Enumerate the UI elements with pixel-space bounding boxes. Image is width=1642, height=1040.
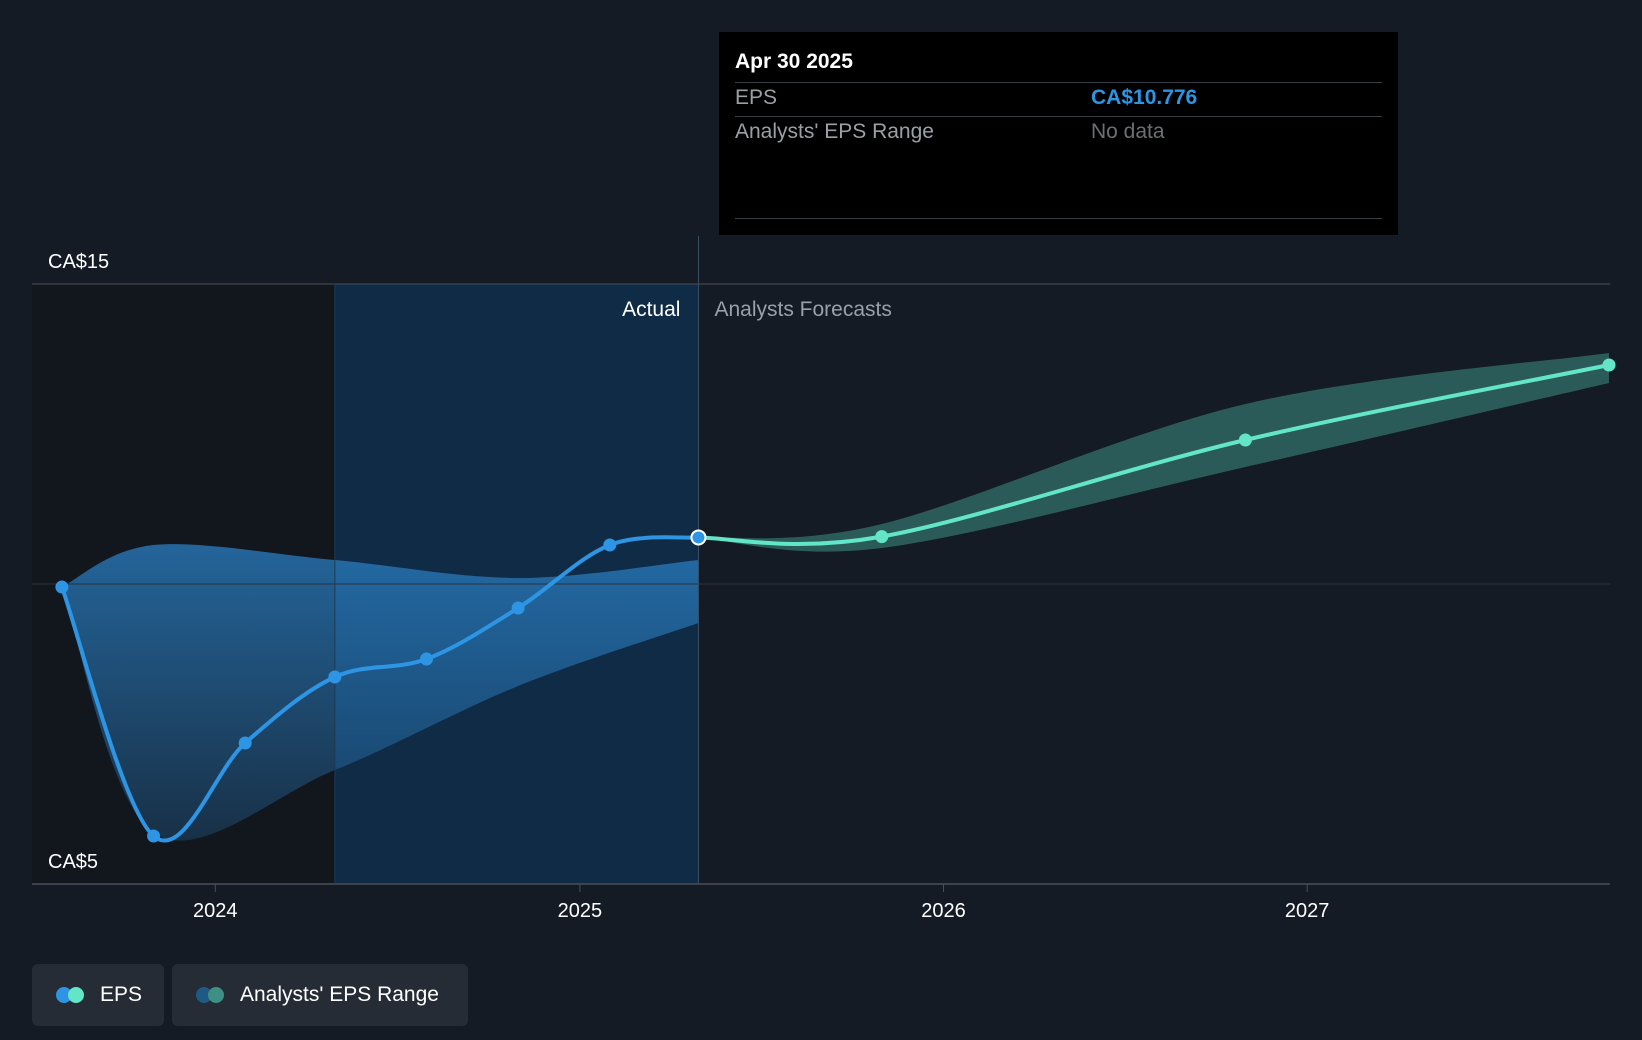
legend-eps-label: EPS — [100, 983, 143, 1006]
eps-point — [238, 736, 252, 750]
legend-range[interactable]: Analysts' EPS Range — [172, 964, 468, 1026]
tooltip-eps-value: CA$10.776 — [1091, 86, 1198, 109]
legend-eps-icon — [56, 987, 86, 1003]
legend-eps[interactable]: EPS — [32, 964, 164, 1026]
eps-point — [147, 829, 161, 843]
tooltip-date: Apr 30 2025 — [735, 50, 853, 73]
eps-point — [420, 652, 433, 666]
tooltip-eps-label: EPS — [735, 86, 778, 109]
range-layer — [61, 353, 1610, 841]
section-label-forecast: Analysts Forecasts — [714, 298, 891, 321]
tooltip: Apr 30 2025 EPS CA$10.776 Analysts' EPS … — [719, 32, 1398, 235]
x-tick-label: 2024 — [193, 900, 238, 922]
label-layer: CA$15 CA$5 2024 2025 2026 2027 Actual Analysts … — [48, 251, 1329, 922]
eps-point — [328, 670, 342, 684]
eps-point-selected — [690, 529, 707, 546]
eps-line-forecast — [696, 363, 1611, 547]
legend-range-icon — [196, 987, 226, 1003]
eps-point — [1602, 358, 1616, 372]
eps-point — [511, 601, 525, 615]
tooltip-divider — [735, 116, 1382, 117]
x-tick-label: 2025 — [558, 900, 603, 922]
x-tick-label: 2027 — [1285, 900, 1330, 922]
eps-point — [875, 530, 889, 544]
grid-layer — [32, 236, 1610, 892]
eps-point — [1238, 433, 1252, 447]
point-layer — [55, 358, 1616, 843]
legend-range-label: Analysts' EPS Range — [240, 983, 439, 1006]
y-tick-label: CA$5 — [48, 851, 98, 873]
tooltip-divider — [735, 218, 1382, 219]
eps-point — [55, 580, 69, 594]
eps-point — [603, 538, 617, 552]
range-area-forecast — [698, 353, 1610, 552]
range-area-actual — [61, 544, 699, 841]
x-tick-label: 2026 — [921, 900, 966, 922]
section-label-actual: Actual — [622, 298, 680, 321]
tooltip-range-label: Analysts' EPS Range — [735, 120, 934, 143]
y-tick-label: CA$15 — [48, 251, 109, 273]
tooltip-divider — [735, 82, 1382, 83]
tooltip-range-value: No data — [1091, 120, 1165, 143]
